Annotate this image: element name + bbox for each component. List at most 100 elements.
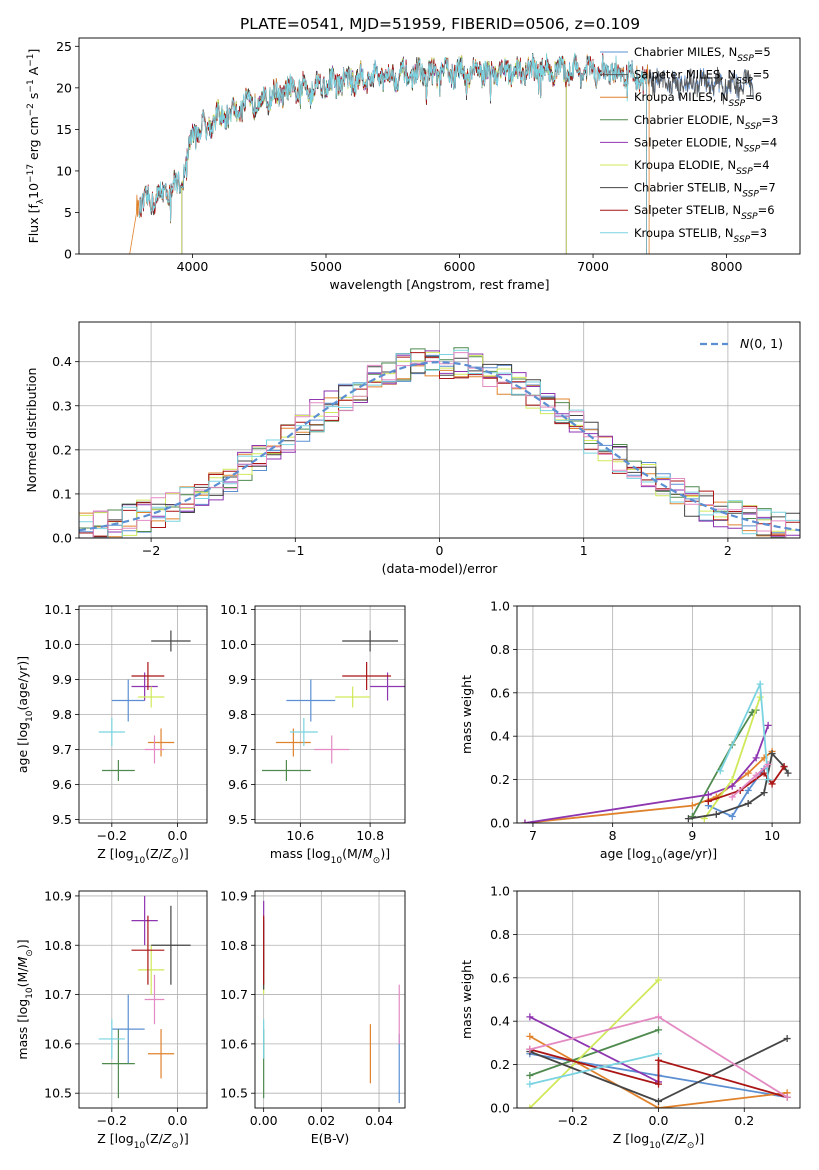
weight-marker	[744, 769, 752, 777]
spectrum-panel: 4000 5000 6000 7000 8000 0 5 10 15 20 25 wavelength…	[26, 37, 801, 292]
legend-entry: Kroupa MILES, NSSP=6	[634, 90, 762, 109]
label-part: s	[26, 93, 41, 104]
y-tick-label: 0.4	[490, 1014, 510, 1029]
y-tick-label: 10.8	[220, 938, 248, 953]
age-vs-mass-plot-area	[261, 630, 405, 781]
legend-entry: N(0, 1)	[740, 336, 783, 351]
label-part: E(B-V)	[311, 1131, 350, 1146]
label-part: mass weight	[459, 675, 474, 754]
x-axis-label: wavelength [Angstrom, rest frame]	[329, 277, 549, 292]
label-part: ]	[26, 49, 41, 54]
y-tick-label: 10.7	[220, 987, 248, 1002]
y-tick-label: 10.0	[220, 637, 248, 652]
weight-marker	[526, 1013, 534, 1021]
age-vs-mass-panel: 10.6 10.8 9.5 9.6 9.7 9.8 9.9 10.0 10.1 mass [log…	[220, 602, 406, 866]
x-tick-label: 7000	[577, 259, 609, 274]
weight-marker	[704, 797, 712, 805]
legend-entry: Kroupa ELODIE, NSSP=4	[634, 158, 770, 177]
label-part: (0, 1)	[749, 336, 783, 351]
y-tick-label: 10.6	[220, 1036, 248, 1051]
x-tick-label: 0.02	[307, 1113, 335, 1128]
legend-entry: Salpeter ELODIE, NSSP=4	[634, 135, 777, 154]
y-tick-label: 0.2	[490, 772, 510, 787]
weight-marker	[688, 802, 696, 810]
label-part: 10	[26, 183, 41, 199]
weight-vs-Z-panel: −0.2 0.0 0.2 0.0 0.2 0.4 0.6 0.8 1.0 Z [log10(Z/Z…	[459, 884, 801, 1151]
label-part: ⊙	[171, 1141, 179, 1151]
label-part: =6	[745, 90, 762, 104]
label-part: (Z/	[661, 1131, 679, 1146]
weight-marker	[526, 1080, 534, 1088]
y-tick-label: 1.0	[490, 599, 510, 614]
label-part: =5	[753, 68, 770, 82]
label-part: λ	[36, 198, 46, 204]
y-tick-label: 0.4	[490, 729, 510, 744]
label-part: (Z/	[145, 1131, 163, 1146]
label-part: 10	[25, 987, 35, 999]
y-tick-label: 9.9	[228, 672, 248, 687]
mass-vs-Z-panel: −0.2 0.010.510.610.710.810.9Z [log10(Z/Z⊙…	[15, 888, 208, 1151]
x-tick-label: 5000	[310, 259, 342, 274]
label-part: Chabrier STELIB, N	[634, 181, 742, 195]
weight-marker	[655, 1080, 662, 1088]
weight-line	[529, 1016, 659, 1083]
label-part: A	[26, 66, 41, 79]
x-tick-label: 7	[529, 828, 537, 843]
x-tick-label: 0.2	[734, 1113, 754, 1128]
label-part: Flux [f	[26, 204, 41, 244]
y-axis-label: age [log10(age/yr)]	[15, 656, 35, 773]
weight-marker	[783, 1035, 791, 1043]
label-part: Z [	[97, 846, 114, 861]
label-part: =5	[754, 45, 771, 59]
label-part: )]	[380, 846, 390, 861]
label-part: erg cm	[26, 116, 41, 164]
y-axis-label: Normed distribution	[24, 368, 39, 493]
label-part: SSP	[744, 144, 761, 154]
y-tick-label: 10.5	[220, 1086, 248, 1101]
y-tick-label: 9.5	[228, 812, 248, 827]
legend-entry: Salpeter MILES, NSSP=5	[634, 68, 770, 87]
x-tick-label: 0.04	[365, 1113, 393, 1128]
mass-vs-EBV-plot-area	[263, 900, 400, 1104]
weight-marker	[728, 812, 736, 820]
spectrum-line	[138, 53, 647, 254]
label-part: ⊙	[687, 1141, 695, 1151]
label-part: age [	[15, 741, 30, 773]
y-tick-label: 15	[56, 122, 72, 137]
label-part: mass weight	[459, 960, 474, 1039]
label-part: (Z/	[145, 846, 163, 861]
x-tick-label: 9	[688, 828, 696, 843]
y-tick-label: 10.0	[44, 637, 72, 652]
y-tick-label: 0.0	[490, 1101, 510, 1116]
x-axis-label: Z [log10(Z/Z⊙)]	[97, 1131, 188, 1151]
label-part: Z	[677, 1131, 687, 1146]
label-part: 10	[651, 856, 663, 866]
y-tick-label: 0.8	[490, 927, 510, 942]
x-tick-label: −0.2	[97, 1113, 127, 1128]
label-part: Kroupa MILES, N	[634, 90, 729, 104]
weight-marker	[760, 789, 768, 797]
y-tick-label: 0.2	[490, 1057, 510, 1072]
label-part: −17	[26, 164, 36, 183]
label-part: −2	[26, 103, 36, 116]
weight-marker	[655, 1104, 662, 1108]
weight-marker	[780, 763, 788, 771]
weight-line	[529, 1052, 659, 1085]
label-part: −1	[26, 79, 36, 92]
y-tick-label: 10.1	[220, 602, 248, 617]
weight-marker	[768, 750, 776, 758]
weight-marker	[784, 769, 792, 777]
weight-marker	[716, 767, 724, 775]
label-part: ⊙	[25, 949, 35, 957]
axes-frame	[516, 890, 801, 1109]
x-tick-label: −1	[286, 543, 304, 558]
x-axis-label: E(B-V)	[311, 1131, 350, 1146]
label-part: SSP	[736, 77, 753, 87]
label-part: Kroupa STELIB, N	[634, 226, 734, 240]
weight-marker	[756, 680, 764, 688]
y-tick-label: 0.8	[490, 642, 510, 657]
weight-line	[529, 1048, 788, 1099]
label-part: (age/yr)]	[15, 656, 30, 711]
label-part: =4	[760, 135, 777, 149]
label-part: Salpeter ELODIE, N	[634, 135, 744, 149]
